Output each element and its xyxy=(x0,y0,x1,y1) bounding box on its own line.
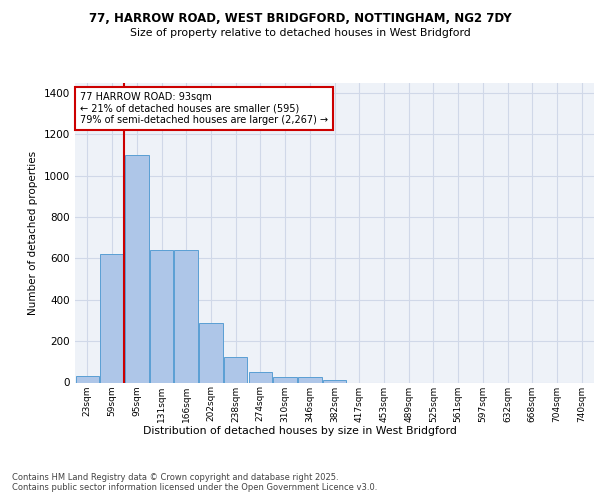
Bar xyxy=(175,250,198,382)
Bar xyxy=(125,155,149,382)
Bar xyxy=(274,378,297,382)
Bar xyxy=(100,254,124,382)
Text: Contains HM Land Registry data © Crown copyright and database right 2025.
Contai: Contains HM Land Registry data © Crown c… xyxy=(12,472,377,492)
Y-axis label: Number of detached properties: Number of detached properties xyxy=(28,150,38,314)
Bar xyxy=(76,376,99,382)
Bar xyxy=(150,250,173,382)
Bar xyxy=(248,372,272,382)
Bar xyxy=(199,322,223,382)
Text: Size of property relative to detached houses in West Bridgford: Size of property relative to detached ho… xyxy=(130,28,470,38)
Bar xyxy=(224,356,247,382)
Bar xyxy=(298,378,322,382)
Text: 77 HARROW ROAD: 93sqm
← 21% of detached houses are smaller (595)
79% of semi-det: 77 HARROW ROAD: 93sqm ← 21% of detached … xyxy=(80,92,328,124)
Bar xyxy=(323,380,346,382)
Text: 77, HARROW ROAD, WEST BRIDGFORD, NOTTINGHAM, NG2 7DY: 77, HARROW ROAD, WEST BRIDGFORD, NOTTING… xyxy=(89,12,511,26)
Text: Distribution of detached houses by size in West Bridgford: Distribution of detached houses by size … xyxy=(143,426,457,436)
